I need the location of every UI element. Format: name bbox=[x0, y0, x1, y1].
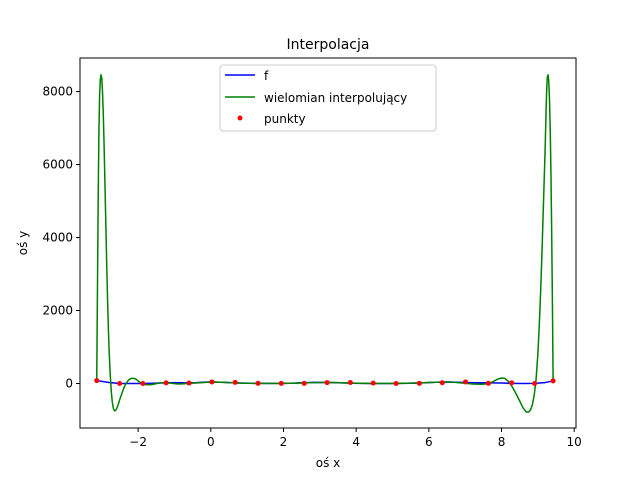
data-point bbox=[463, 379, 469, 385]
x-tick-label: 2 bbox=[280, 435, 288, 449]
x-tick-label: 8 bbox=[498, 435, 506, 449]
data-point bbox=[301, 380, 307, 386]
data-point bbox=[186, 380, 192, 386]
legend-label-points: punkty bbox=[264, 112, 306, 126]
x-tick-label: −2 bbox=[129, 435, 147, 449]
data-point bbox=[255, 380, 261, 386]
chart-title: Interpolacja bbox=[287, 37, 370, 53]
data-point bbox=[532, 380, 538, 386]
data-point bbox=[117, 380, 123, 386]
x-tick-label: 6 bbox=[425, 435, 433, 449]
data-point bbox=[278, 380, 284, 386]
x-axis-ticks: −2 0 2 4 6 8 10 bbox=[129, 428, 582, 449]
x-tick-label: 4 bbox=[352, 435, 360, 449]
y-axis-label: oś y bbox=[16, 231, 30, 256]
y-tick-label: 2000 bbox=[42, 304, 73, 318]
data-point bbox=[485, 380, 491, 386]
legend-swatch-points bbox=[237, 115, 243, 121]
x-axis-label: oś x bbox=[316, 456, 341, 470]
legend-box bbox=[219, 64, 437, 132]
series-layer bbox=[94, 74, 556, 413]
data-point bbox=[416, 380, 422, 386]
data-point bbox=[94, 378, 100, 384]
legend: f wielomian interpolujący punkty bbox=[219, 64, 437, 132]
data-point bbox=[347, 379, 353, 385]
data-point bbox=[370, 380, 376, 386]
x-tick-label: 0 bbox=[207, 435, 215, 449]
data-point bbox=[550, 378, 556, 384]
axes-frame bbox=[79, 57, 577, 429]
data-point bbox=[209, 379, 215, 385]
legend-label-f: f bbox=[264, 69, 269, 83]
data-point bbox=[140, 380, 146, 386]
legend-label-polynomial: wielomian interpolujący bbox=[264, 91, 407, 105]
data-point bbox=[439, 380, 445, 386]
data-point bbox=[324, 380, 330, 386]
x-tick-label: 10 bbox=[567, 435, 582, 449]
y-tick-label: 0 bbox=[65, 376, 73, 390]
data-point bbox=[393, 380, 399, 386]
data-point bbox=[232, 379, 238, 385]
data-point bbox=[163, 380, 169, 386]
series-line-1 bbox=[95, 74, 554, 413]
y-tick-label: 8000 bbox=[42, 85, 73, 99]
y-tick-label: 4000 bbox=[42, 231, 73, 245]
y-axis-ticks: 0 2000 4000 6000 8000 bbox=[42, 85, 80, 390]
y-tick-label: 6000 bbox=[42, 158, 73, 172]
data-point bbox=[509, 380, 515, 386]
